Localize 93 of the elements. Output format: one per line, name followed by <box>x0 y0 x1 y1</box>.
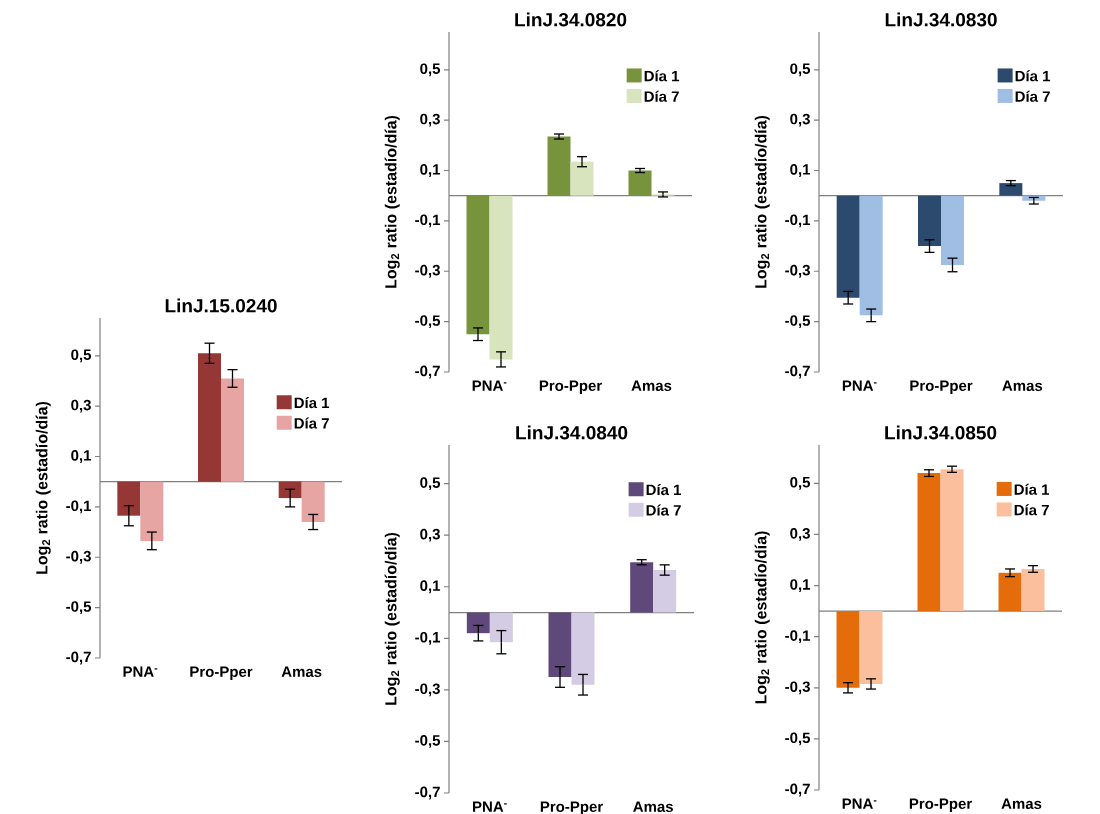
bar <box>571 612 595 685</box>
y-tick-label: -0,3 <box>785 681 810 695</box>
y-tick-label: -0,1 <box>785 630 811 644</box>
y-tick-label: 0,3 <box>71 399 91 413</box>
chart-title: LinJ.34.0820 <box>515 12 627 27</box>
bar <box>836 611 860 688</box>
legend-label: Día 1 <box>294 397 330 409</box>
y-axis-title: Log$_{2}$ ratio (estadío/día) <box>384 532 400 705</box>
y-tick-label: -0,3 <box>785 264 810 278</box>
bar <box>489 612 513 643</box>
x-tick-label: Pro-Pper <box>909 798 972 812</box>
bar <box>998 572 1022 612</box>
y-tick-label: -0,5 <box>785 315 811 329</box>
y-axis-title: Log$_{2}$ ratio (estadío/día) <box>754 531 770 704</box>
y-tick-label: 0,5 <box>420 63 441 77</box>
x-tick-label: Amas <box>633 801 673 812</box>
y-tick-label: -0,1 <box>415 631 441 645</box>
y-tick-label: 0,1 <box>790 579 811 592</box>
bar <box>466 612 490 634</box>
chart-title: LinJ.34.0850 <box>885 425 997 440</box>
y-tick-label: 0,3 <box>420 113 440 127</box>
y-tick-label: -0,7 <box>66 651 91 665</box>
y-tick-label: -0,5 <box>66 601 92 615</box>
bar <box>653 570 677 613</box>
legend-label: Día 7 <box>1014 504 1049 516</box>
legend-label: Día 1 <box>644 70 680 82</box>
bar <box>628 170 652 196</box>
bar <box>1021 568 1045 612</box>
x-tick-label: Pro-Pper <box>540 801 603 814</box>
bar <box>630 562 654 613</box>
x-tick-label: PNA$^{-}$ <box>842 798 877 809</box>
bar <box>917 473 941 612</box>
y-tick-label: -0,7 <box>415 365 440 379</box>
x-tick-label: PNA$^{-}$ <box>842 380 877 391</box>
bar <box>547 136 571 196</box>
legend-label: Día 1 <box>646 484 682 496</box>
y-tick-label: 0,1 <box>420 164 441 177</box>
legend-label: Día 7 <box>644 90 679 102</box>
y-tick-label: 0,3 <box>790 113 810 127</box>
y-tick-label: -0,7 <box>415 786 440 800</box>
y-tick-label: -0,1 <box>66 500 92 514</box>
x-tick-label: Pro-Pper <box>190 666 253 680</box>
x-tick-label: PNA$^{-}$ <box>123 666 158 677</box>
y-axis-title: Log$_{2}$ ratio (estadío/día) <box>754 115 770 288</box>
y-tick-label: -0,5 <box>415 735 441 748</box>
y-tick-label: -0,5 <box>785 732 811 746</box>
y-tick-label: 0,1 <box>420 580 441 594</box>
bar <box>859 611 883 684</box>
y-tick-label: 0,3 <box>420 528 440 542</box>
x-tick-label: Amas <box>631 380 672 391</box>
legend-label: Día 7 <box>294 417 329 429</box>
chart-title: LinJ.15.0240 <box>165 298 277 313</box>
y-tick-label: -0,1 <box>415 214 441 228</box>
chart-title: LinJ.34.0840 <box>516 425 628 440</box>
y-tick-label: 0,5 <box>790 63 811 77</box>
y-tick-label: 0,5 <box>420 477 441 491</box>
x-tick-label: Pro-Pper <box>910 380 973 394</box>
y-tick-label: 0,5 <box>71 349 92 363</box>
y-tick-label: -0,5 <box>415 315 441 329</box>
y-tick-label: -0,7 <box>785 365 810 379</box>
bar <box>570 161 594 196</box>
y-tick-label: 0,1 <box>71 450 92 463</box>
y-tick-label: 0,5 <box>790 476 811 490</box>
x-tick-label: Pro-Pper <box>539 380 602 394</box>
bar <box>301 481 325 522</box>
bar <box>489 195 513 360</box>
bar <box>548 612 572 677</box>
y-axis-title: Log$_{2}$ ratio (estadío/día) <box>384 115 400 288</box>
legend-label: Día 1 <box>1015 70 1051 82</box>
legend-label: Día 7 <box>1015 90 1050 102</box>
legend-label: Día 7 <box>646 504 681 516</box>
x-tick-label: Amas <box>281 666 322 677</box>
bar <box>466 195 490 335</box>
x-tick-label: Amas <box>1001 798 1042 809</box>
x-tick-label: PNA$^{-}$ <box>473 801 507 812</box>
bar <box>198 353 221 482</box>
bar <box>117 481 141 516</box>
y-tick-label: -0,3 <box>415 264 440 278</box>
y-tick-label: -0,1 <box>785 214 811 228</box>
y-tick-label: 0,3 <box>790 528 810 541</box>
y-tick-label: 0,1 <box>790 164 811 177</box>
bar <box>140 481 164 541</box>
bar <box>940 469 964 612</box>
x-tick-label: PNA$^{-}$ <box>472 380 507 391</box>
y-tick-label: -0,7 <box>785 783 810 797</box>
bar <box>278 481 302 499</box>
y-axis-title: Log$_{2}$ ratio (estadío/día) <box>35 401 51 574</box>
legend-label: Día 1 <box>1014 483 1050 495</box>
y-tick-label: -0,3 <box>415 683 440 697</box>
bar <box>221 378 244 482</box>
y-tick-label: -0,3 <box>66 550 91 564</box>
chart-title: LinJ.34.0830 <box>885 12 997 27</box>
x-tick-label: Amas <box>1002 380 1043 391</box>
